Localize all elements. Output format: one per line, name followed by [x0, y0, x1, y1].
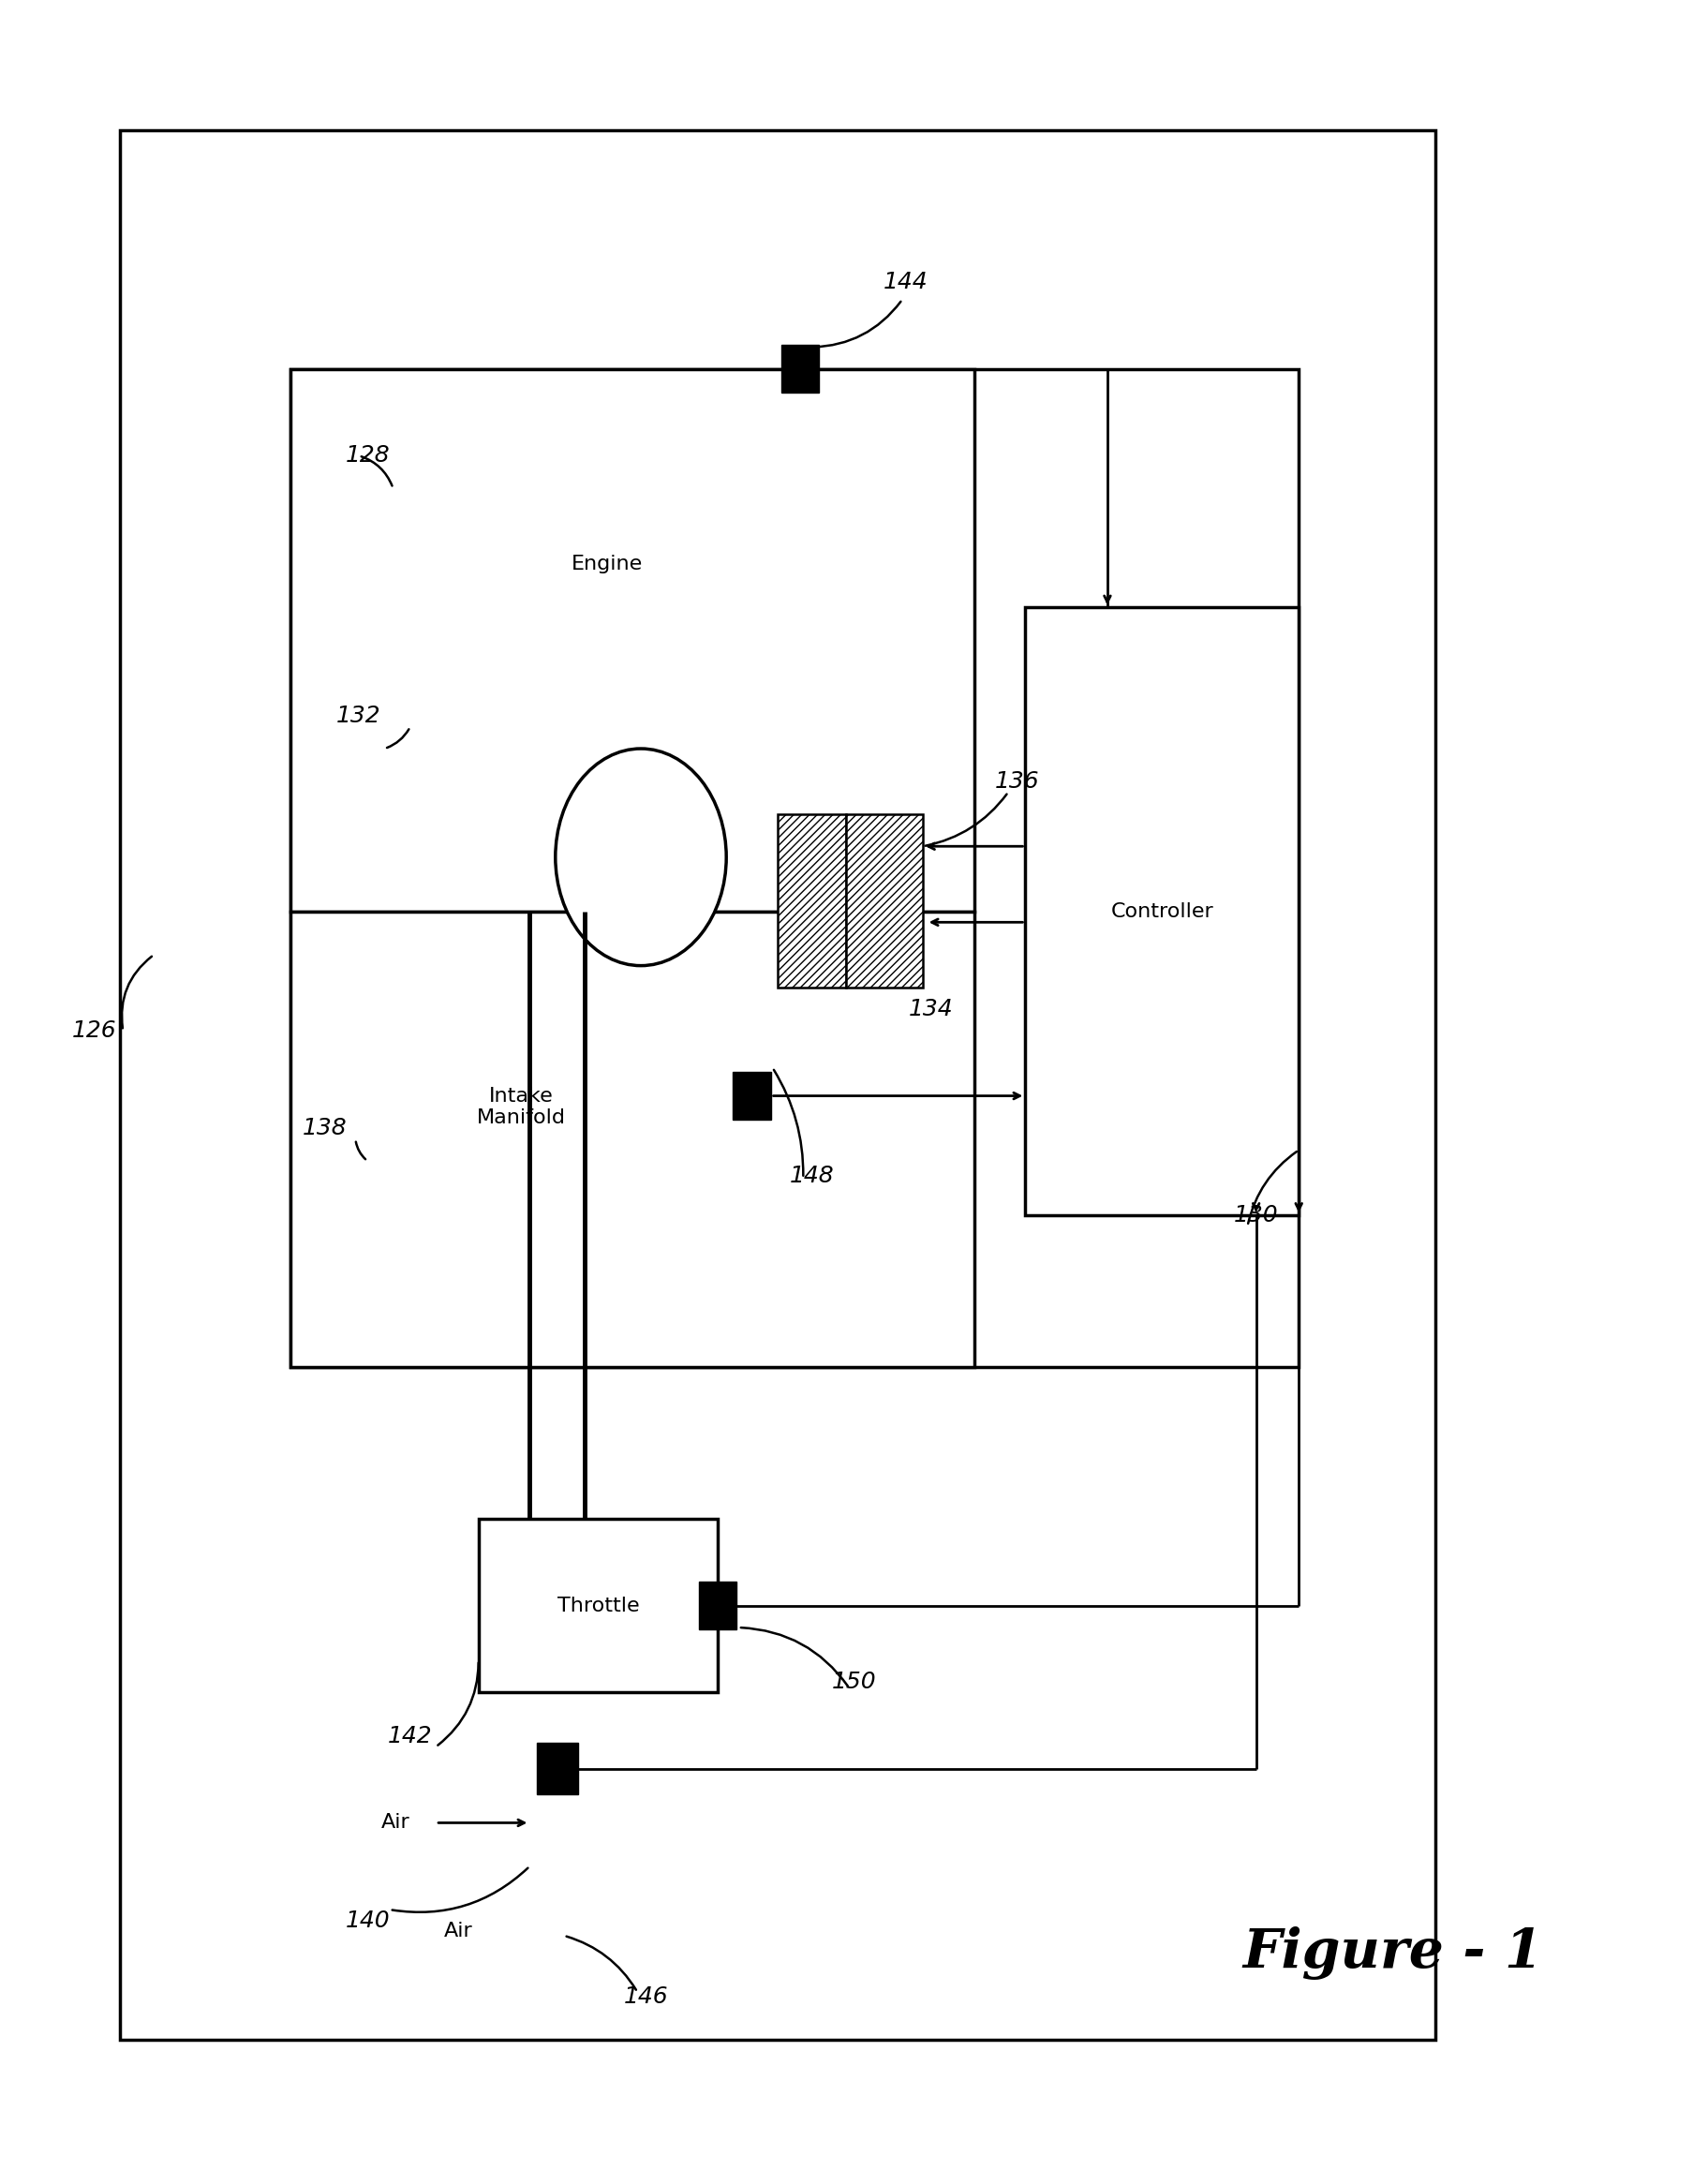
Text: 126: 126	[72, 1020, 116, 1042]
Text: Controller: Controller	[1110, 903, 1213, 920]
Bar	[1025, 608, 1298, 1215]
Bar	[777, 814, 845, 987]
Text: 150: 150	[832, 1671, 876, 1693]
Bar	[781, 345, 818, 393]
Text: 128: 128	[345, 445, 389, 467]
Text: 138: 138	[302, 1118, 347, 1139]
Bar	[845, 814, 922, 987]
Text: 140: 140	[345, 1910, 389, 1931]
Text: Engine: Engine	[570, 556, 642, 573]
Text: 148: 148	[789, 1165, 834, 1187]
Text: Air: Air	[444, 1923, 471, 1940]
Text: 130: 130	[1233, 1204, 1278, 1226]
Bar	[536, 1743, 577, 1795]
Bar	[699, 1582, 736, 1630]
Text: 134: 134	[909, 998, 953, 1020]
Text: Figure - 1: Figure - 1	[1242, 1927, 1542, 1979]
Bar	[478, 1519, 717, 1693]
Bar	[120, 130, 1435, 2040]
Bar	[733, 1072, 770, 1120]
Text: Throttle: Throttle	[557, 1597, 639, 1614]
Bar	[290, 369, 974, 911]
Text: 132: 132	[336, 705, 381, 727]
Text: 142: 142	[388, 1725, 432, 1747]
Text: 136: 136	[994, 770, 1038, 792]
Circle shape	[555, 749, 726, 966]
Text: 146: 146	[623, 1986, 668, 2007]
Text: Air: Air	[381, 1814, 410, 1831]
Text: 144: 144	[883, 271, 927, 293]
Bar	[290, 911, 974, 1367]
Bar	[290, 369, 1298, 1367]
Text: Intake
Manifold: Intake Manifold	[477, 1087, 565, 1126]
